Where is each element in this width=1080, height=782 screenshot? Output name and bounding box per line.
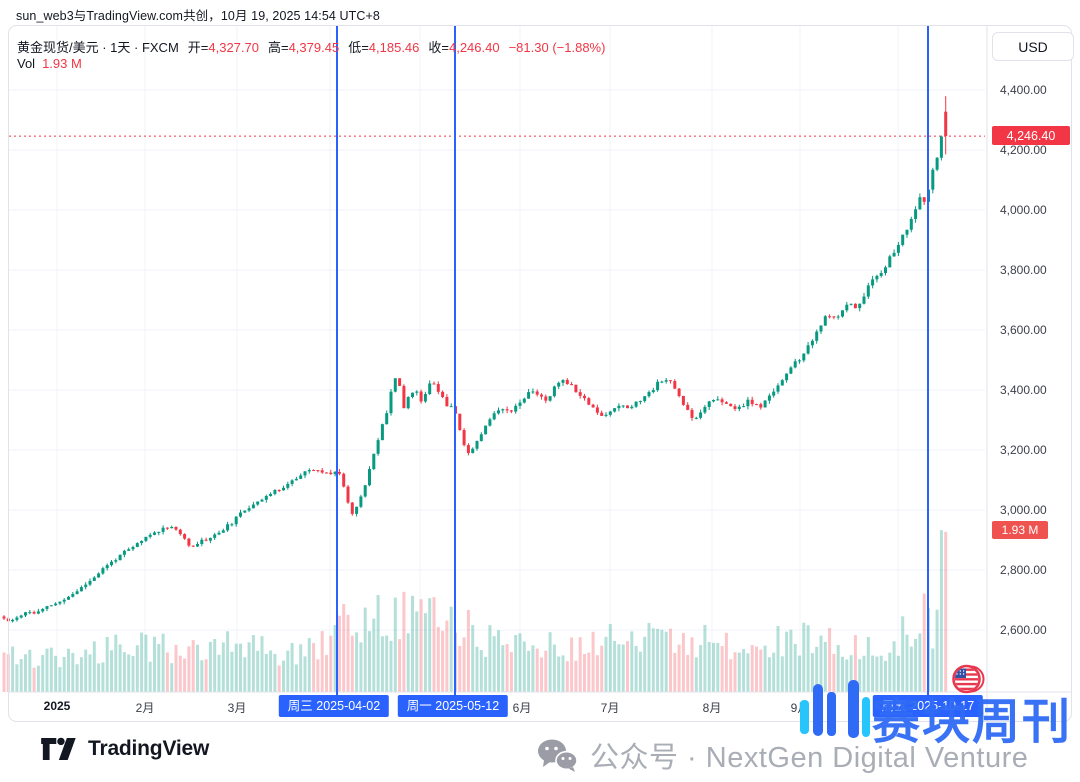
tradingview-logo-text: TradingView [88, 737, 210, 760]
bar-chart-logo-icon [800, 680, 870, 738]
price-tick: 4,200.00 [1000, 143, 1047, 157]
blue-watermark-text: 赛块周刊 [872, 696, 1073, 749]
volume-legend: Vol 1.93 M [17, 56, 82, 71]
price-tick: 3,800.00 [1000, 263, 1047, 277]
price-tick: 3,400.00 [1000, 383, 1047, 397]
attribution-text: sun_web3与TradingView.com共创，10月 19, 2025 … [16, 9, 380, 23]
symbol-legend: 黄金现货/美元 · 1天 · FXCM 开=4,327.70 高=4,379.45 低… [17, 37, 605, 56]
wechat-icon [538, 739, 578, 772]
time-tick: 2025 [43, 699, 71, 713]
last-volume-badge: 1.93 M [992, 521, 1048, 539]
wechat-watermark-text: 公众号 · NextGen Digital Venture [590, 742, 1029, 774]
event-date-badge[interactable]: 周一 2025-05-12 [397, 695, 509, 717]
time-tick: 6月 [512, 701, 532, 715]
ohlc-high: 高=4,379.45 [267, 40, 340, 55]
price-tick: 4,000.00 [1000, 203, 1047, 217]
time-tick: 8月 [702, 701, 722, 715]
volume-value: 1.93 M [42, 56, 82, 71]
currency-button[interactable]: USD [992, 32, 1074, 61]
symbol-title: 黄金现货/美元 · 1天 · FXCM [17, 40, 179, 55]
us-flag-event-icon[interactable] [951, 662, 985, 696]
price-tick: 2,600.00 [1000, 623, 1047, 637]
volume-label: Vol [17, 56, 36, 71]
price-tick: 3,000.00 [1000, 503, 1047, 517]
price-tick: 4,400.00 [1000, 83, 1047, 97]
tradingview-logo-icon [41, 737, 76, 760]
event-date-badge[interactable]: 周五 2025-10-17 [872, 695, 984, 717]
ohlc-open: 开=4,327.70 [187, 40, 259, 55]
ohlc-close: 收=4,246.40 [428, 40, 500, 55]
wechat-watermark: 公众号 · NextGen Digital Venture [536, 734, 1028, 776]
last-price-badge: 4,246.40 [992, 126, 1070, 145]
time-tick: 2月 [135, 701, 155, 715]
price-tick: 2,800.00 [1000, 563, 1047, 577]
time-tick: 3月 [227, 701, 247, 715]
time-tick: 7月 [600, 701, 620, 715]
tradingview-logo[interactable]: TradingView [38, 733, 209, 765]
event-date-badge[interactable]: 周三 2025-04-02 [278, 695, 390, 717]
change-value: −81.30 (−1.88%) [508, 40, 606, 55]
ohlc-low: 低=4,185.46 [348, 40, 420, 55]
price-tick: 3,200.00 [1000, 443, 1047, 457]
price-tick: 3,600.00 [1000, 323, 1047, 337]
